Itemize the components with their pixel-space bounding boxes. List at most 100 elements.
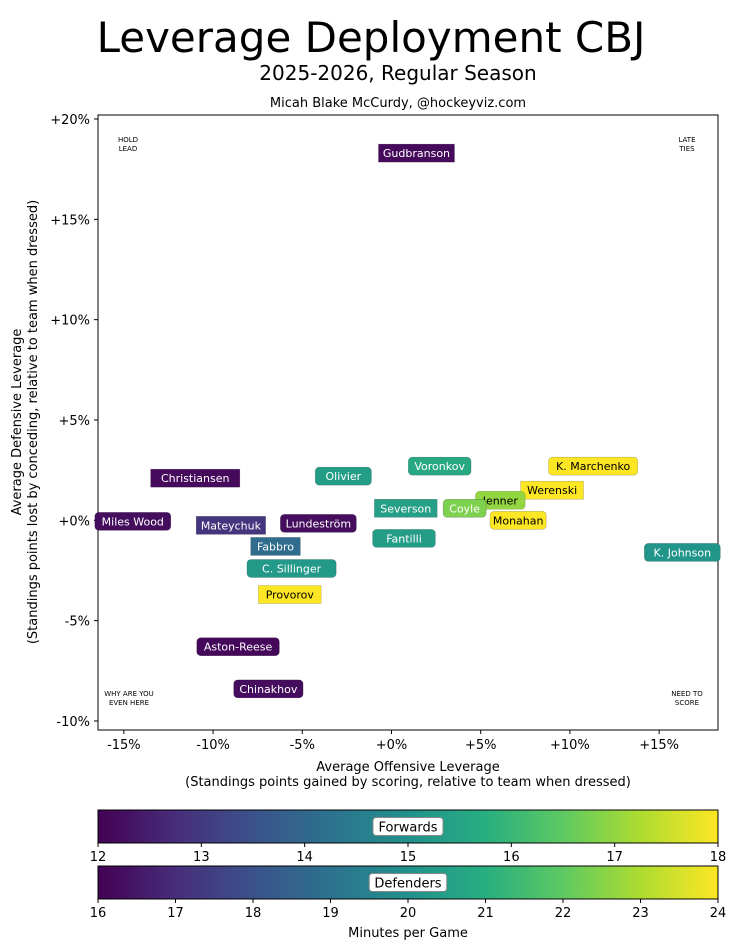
player-label: Provorov [258,585,322,604]
player-label-box [94,512,172,531]
player-label: Severson [374,498,438,518]
player-label-box [250,537,301,556]
colorbar-tick-label: 18 [710,850,727,865]
colorbar-tick-label: 22 [555,906,572,921]
y-axis-label-2: (Standings points lost by conceding, rel… [26,200,41,644]
colorbar-label-box [372,817,444,836]
y-tick-label: +20% [50,113,90,128]
corner-label-top-right: TIES [678,145,695,153]
player-name: Fantilli [386,532,422,545]
colorbar-tick-label: 18 [245,906,262,921]
x-tick-label: +15% [639,738,679,753]
player-label-box [548,456,639,476]
player-label-box [520,480,584,500]
y-tick-label: +10% [50,314,90,329]
player-name: Severson [380,502,431,515]
player-name: Coyle [449,502,480,515]
x-axis-label-2: (Standings points gained by scoring, rel… [185,775,631,790]
corner-label-top-left: HOLD [118,136,138,144]
player-name: Lundeström [286,517,351,530]
player-label: Jenner [475,490,526,510]
colorbar-tick-label: 17 [606,850,623,865]
colorbar-label-box [368,873,448,892]
y-tick-label: +5% [58,414,90,429]
corner-label-bottom-right: NEED TO [671,690,703,698]
colorbar-tick-label: 16 [503,850,520,865]
x-axis-label: Average Offensive Leverage [316,760,499,775]
colorbar-tick-label: 12 [90,850,107,865]
player-label-box [489,511,547,530]
corner-label-top-left: LEAD [119,145,138,153]
player-name: Olivier [326,470,362,483]
player-name: Christiansen [161,472,230,485]
player-label-box [374,498,438,518]
chart-credit: Micah Blake McCurdy, @hockeyviz.com [270,96,526,111]
player-name: Werenski [527,484,577,497]
colorbar-tick-label: 19 [322,906,339,921]
player-label-box [407,456,472,476]
colorbar-axis-label: Minutes per Game [348,926,468,941]
player-label: Chinakhov [233,679,304,699]
player-label-box [314,466,372,486]
player-name: Gudbranson [383,147,450,160]
player-label: Miles Wood [94,512,172,531]
colorbar-tick-label: 20 [400,906,417,921]
player-label-box [372,529,436,548]
plot-frame [97,114,719,731]
corner-label-bottom-left: EVEN HERE [109,699,149,707]
y-tick-label: -10% [56,715,90,730]
colorbar-label: Defenders [374,877,441,892]
player-name: Chinakhov [239,683,297,696]
colorbar-tick-label: 14 [296,850,313,865]
player-name: Provorov [266,589,315,602]
x-tick-label: -10% [196,738,230,753]
player-label: Aston-Reese [196,637,280,657]
player-label-box [644,543,721,562]
player-label: C. Sillinger [246,559,337,578]
chart-subtitle: 2025-2026, Regular Season [259,61,536,85]
player-label-box [280,514,357,533]
player-name: Aston-Reese [204,641,273,654]
player-label: Monahan [489,511,547,530]
player-label-box [196,637,280,657]
colorbar-tick-label: 21 [477,906,494,921]
colorbar-tick-label: 23 [632,906,649,921]
player-label-box [195,516,266,535]
y-tick-label: +0% [58,514,90,529]
player-label-box [258,585,322,604]
player-name: Jenner [482,494,519,507]
x-tick-label: -5% [290,738,315,753]
colorbar-label: Forwards [378,821,437,836]
player-label: Voronkov [407,456,472,476]
player-label: Fabbro [250,537,301,556]
player-label: Werenski [520,480,584,500]
player-name: K. Johnson [654,546,712,559]
player-label-box [150,468,241,488]
chart-title: Leverage Deployment CBJ [97,13,646,62]
player-label: Gudbranson [378,143,455,163]
player-label: Mateychuk [195,516,266,535]
player-name: Voronkov [414,460,465,473]
colorbar-tick-label: 13 [193,850,210,865]
colorbar-tick-label: 15 [400,850,417,865]
colorbar-tick-label: 16 [90,906,107,921]
y-tick-label: +15% [50,213,90,228]
colorbar-tick-label: 17 [167,906,184,921]
y-axis-label: Average Defensive Leverage [10,329,25,516]
player-label: K. Marchenko [548,456,639,476]
colorbar-tick-label: 24 [710,906,727,921]
player-name: Fabbro [257,540,294,553]
player-name: Miles Wood [102,515,164,528]
player-label: Coyle [442,498,487,518]
player-label-box [246,559,337,578]
x-tick-label: +10% [550,738,590,753]
x-tick-label: -15% [107,738,141,753]
corner-label-top-right: LATE [678,136,695,144]
y-tick-label: -5% [65,615,90,630]
player-label: Lundeström [280,514,357,533]
player-label: K. Johnson [644,543,721,562]
corner-label-bottom-right: SCORE [675,699,699,707]
player-label-box [233,679,304,699]
x-tick-label: +5% [465,738,497,753]
